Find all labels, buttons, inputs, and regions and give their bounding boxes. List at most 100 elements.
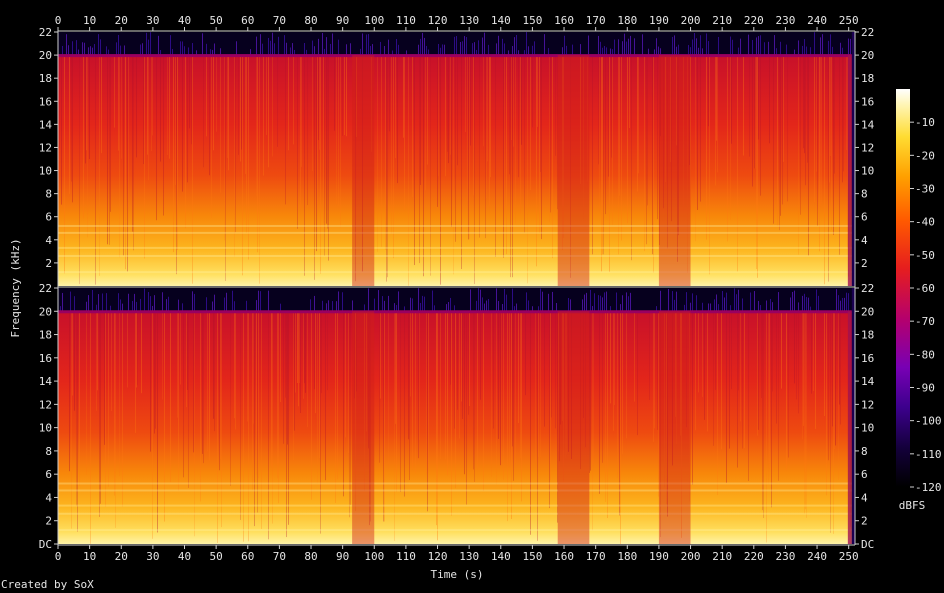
spectrogram-column	[155, 313, 156, 429]
spectrogram-column	[437, 57, 438, 207]
spectrogram-column	[540, 313, 541, 458]
spectrogram-column	[297, 313, 298, 384]
spectrogram-column	[584, 294, 585, 312]
spectrogram-column	[144, 57, 145, 259]
spectrogram-column	[609, 57, 610, 273]
x-tick-label-top: 100	[364, 14, 384, 27]
spectrogram-column	[817, 57, 818, 226]
spectrogram-column	[378, 290, 379, 312]
x-tick-label-bottom: 170	[586, 550, 606, 563]
spectrogram-quiet-region	[658, 55, 691, 286]
spectrogram-column	[134, 293, 135, 312]
spectrogram-column	[619, 57, 620, 196]
spectrogram-fadeout	[847, 311, 852, 544]
spectrogram-column	[631, 57, 632, 261]
spectrogram-column	[338, 291, 339, 312]
spectrogram-column	[346, 44, 347, 56]
spectrogram-column	[534, 41, 535, 56]
spectrogram-column	[194, 293, 195, 312]
spectrogram-column	[513, 313, 514, 481]
x-tick-label-top: 210	[712, 14, 732, 27]
spectrogram-column	[178, 313, 179, 491]
x-tick-label-top: 150	[522, 14, 542, 27]
spectrogram-column	[104, 313, 105, 445]
colorbar-tick-label: -120	[915, 481, 942, 494]
spectrogram-column	[532, 57, 533, 128]
spectrogram-column	[646, 57, 647, 245]
spectrogram-silence	[851, 32, 855, 286]
spectrogram-column	[83, 57, 84, 219]
spectrogram-column	[513, 57, 514, 147]
spectrogram-harmonic-band	[58, 231, 852, 234]
y-tick-label-right: 4	[861, 491, 868, 504]
spectrogram-column	[501, 313, 502, 469]
spectrogram-column	[485, 57, 486, 239]
spectrogram-column	[484, 303, 485, 312]
spectrogram-column	[314, 295, 315, 312]
spectrogram-column	[206, 297, 207, 312]
spectrogram-column	[324, 57, 325, 256]
y-tick-label-right: 18	[861, 72, 874, 85]
spectrogram-column	[178, 299, 179, 312]
spectrogram-column	[688, 45, 689, 56]
spectrogram-column	[620, 313, 621, 544]
x-tick-label-bottom: 90	[336, 550, 349, 563]
spectrogram-column	[842, 57, 843, 183]
spectrogram-column	[122, 313, 123, 507]
spectrogram-column	[71, 313, 72, 529]
spectrogram-column	[280, 313, 281, 403]
spectrogram-column	[610, 48, 611, 56]
spectrogram-column	[372, 44, 373, 56]
spectrogram-column	[150, 296, 151, 312]
spectrogram-column	[833, 57, 834, 235]
spectrogram-column	[350, 43, 351, 56]
spectrogram-column	[82, 42, 83, 56]
x-tick-label-top: 20	[115, 14, 128, 27]
spectrogram-column	[285, 57, 286, 205]
spectrogram-column	[715, 57, 716, 186]
spectrogram-column	[630, 35, 631, 56]
spectrogram-column	[702, 313, 703, 397]
spectrogram-column	[370, 313, 371, 522]
spectrogram-column	[790, 297, 791, 312]
spectrogram-column	[626, 313, 627, 439]
spectrogram-column	[618, 57, 619, 255]
spectrogram-column	[440, 47, 441, 56]
spectrogram-column	[355, 313, 356, 511]
spectrogram-column	[253, 313, 254, 424]
spectrogram-column	[385, 57, 386, 250]
spectrogram-column	[774, 35, 775, 56]
spectrogram-column	[806, 313, 807, 518]
spectrogram-column	[684, 304, 685, 312]
spectrogram-column	[776, 48, 777, 56]
spectrogram-column	[136, 301, 137, 312]
spectrogram-column	[768, 41, 769, 56]
spectrogram-column	[653, 57, 654, 273]
spectrogram-column	[170, 35, 171, 56]
spectrogram-column	[202, 313, 203, 454]
spectrogram-column	[160, 57, 161, 162]
spectrogram-column	[766, 313, 767, 543]
spectrogram-column	[806, 46, 807, 56]
spectrogram-column	[304, 57, 305, 276]
spectrogram-column	[248, 57, 249, 260]
spectrogram-column	[100, 313, 101, 504]
spectrogram-column	[285, 313, 286, 398]
spectrogram-column	[736, 294, 737, 312]
spectrogram-column	[676, 57, 677, 146]
spectrogram-column	[398, 291, 399, 312]
spectrogram-column	[740, 38, 741, 56]
spectrogram-column	[412, 57, 413, 198]
spectrogram-column	[842, 297, 843, 312]
spectrogram-column	[184, 46, 185, 56]
spectrogram-column	[681, 313, 682, 538]
spectrogram-column	[692, 313, 693, 485]
x-tick-label-bottom: 120	[428, 550, 448, 563]
spectrogram-column	[616, 292, 617, 312]
spectrogram-column	[389, 57, 390, 132]
spectrogram-column	[744, 313, 745, 449]
spectrogram-column	[660, 290, 661, 312]
spectrogram-column	[518, 57, 519, 178]
spectrogram-column	[834, 313, 835, 450]
spectrogram-column	[756, 57, 757, 270]
